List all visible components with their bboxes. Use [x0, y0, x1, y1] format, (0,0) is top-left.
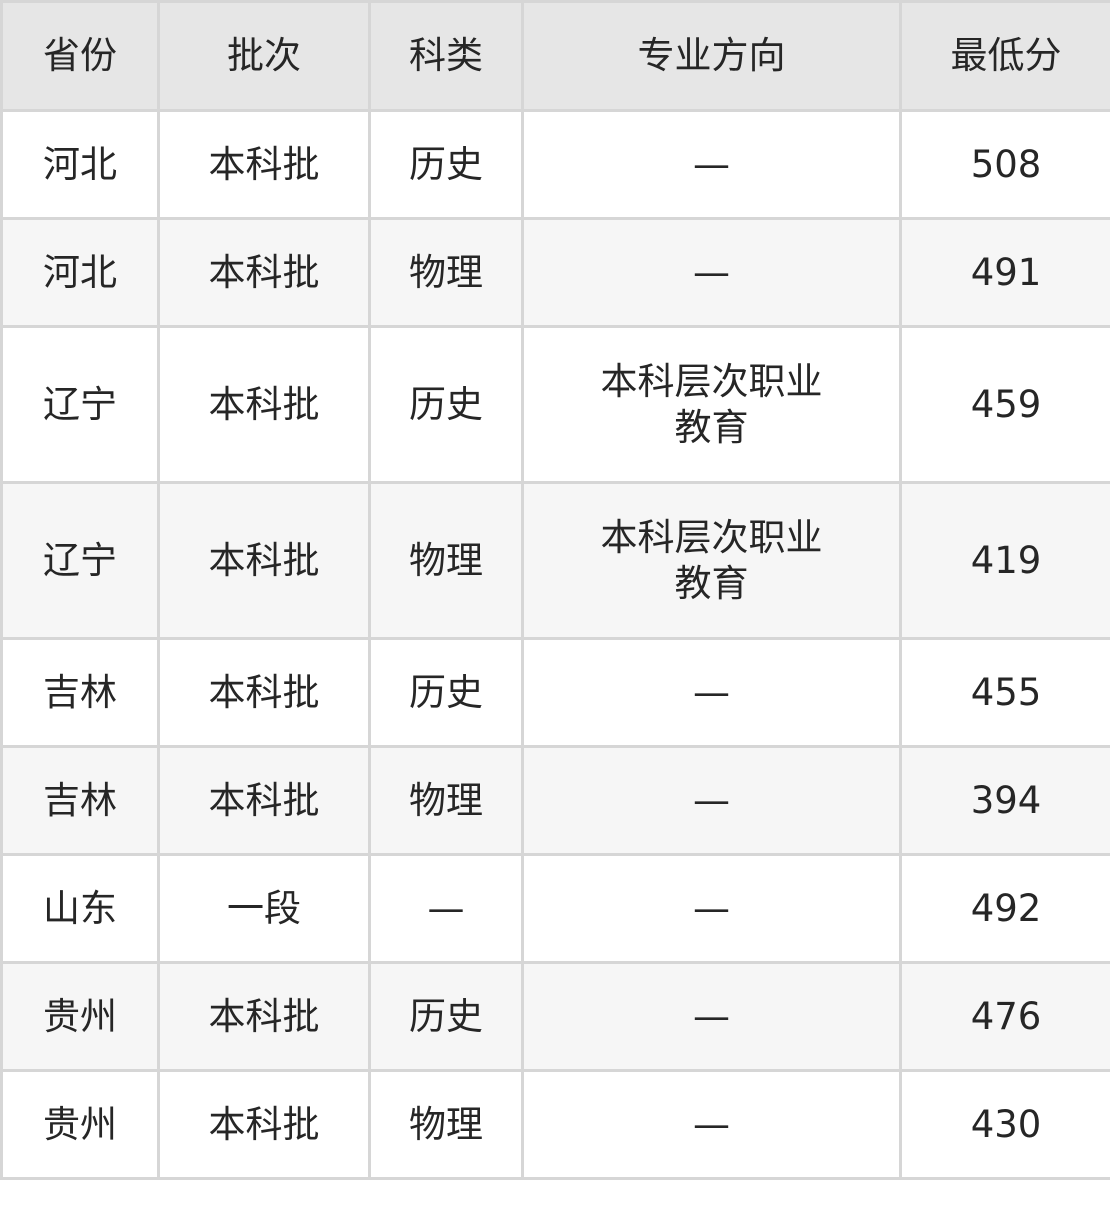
table-row: 吉林 本科批 物理 —394	[0, 745, 1110, 856]
table-cell: —	[368, 853, 524, 964]
admission-scores-table: 省份 批次 科类 专业方向 最低分 河北 本科批 历史 —508 河北 本科批 物理 —491 辽宁 本科…	[0, 0, 1110, 1180]
table-cell: 辽宁	[0, 325, 160, 484]
table-cell: 吉林	[0, 637, 160, 748]
table-cell: 本科批	[157, 481, 371, 640]
table-cell: —	[521, 1069, 902, 1180]
table-cell: 本科批	[157, 325, 371, 484]
table-cell: 物理	[368, 745, 524, 856]
table-cell: 本科批	[157, 109, 371, 220]
table-row: 吉林 本科批 历史 —455	[0, 637, 1110, 748]
table-cell: 物理	[368, 217, 524, 328]
table-cell: —	[521, 853, 902, 964]
table-cell: 历史	[368, 109, 524, 220]
table-row: 山东 一段 — —492	[0, 853, 1110, 964]
table-cell: —	[521, 109, 902, 220]
table-cell: 476	[899, 961, 1110, 1072]
table-row: 河北 本科批 物理 —491	[0, 217, 1110, 328]
table-row: 辽宁 本科批 物理 本科层次职业教育 419	[0, 481, 1110, 640]
table-cell: 历史	[368, 637, 524, 748]
column-header: 省份	[0, 0, 160, 112]
column-header: 专业方向	[521, 0, 902, 112]
table-cell: 山东	[0, 853, 160, 964]
table-cell: —	[521, 961, 902, 1072]
table-cell: —	[521, 637, 902, 748]
table-cell: 本科批	[157, 1069, 371, 1180]
header-row: 省份 批次 科类 专业方向 最低分	[0, 0, 1110, 112]
table-row: 河北 本科批 历史 —508	[0, 109, 1110, 220]
table-cell: 河北	[0, 217, 160, 328]
table-cell: 491	[899, 217, 1110, 328]
table-cell: 394	[899, 745, 1110, 856]
column-header: 最低分	[899, 0, 1110, 112]
table-cell: 贵州	[0, 961, 160, 1072]
table-cell: —	[521, 745, 902, 856]
table-row: 贵州 本科批 历史 —476	[0, 961, 1110, 1072]
table-cell: 本科层次职业教育	[521, 481, 902, 640]
table-cell: 物理	[368, 1069, 524, 1180]
table-cell: 419	[899, 481, 1110, 640]
table-cell: 辽宁	[0, 481, 160, 640]
table-cell: 本科批	[157, 217, 371, 328]
table-cell: 物理	[368, 481, 524, 640]
table-cell: 459	[899, 325, 1110, 484]
table-row: 辽宁 本科批 历史 本科层次职业教育 459	[0, 325, 1110, 484]
table-cell: 455	[899, 637, 1110, 748]
table-cell: 本科层次职业教育	[521, 325, 902, 484]
table-cell: 一段	[157, 853, 371, 964]
table-cell: 吉林	[0, 745, 160, 856]
table-cell: 508	[899, 109, 1110, 220]
table-cell: 贵州	[0, 1069, 160, 1180]
column-header: 科类	[368, 0, 524, 112]
table-cell: 本科批	[157, 745, 371, 856]
column-header: 批次	[157, 0, 371, 112]
table-cell: 430	[899, 1069, 1110, 1180]
table-row: 贵州 本科批 物理 —430	[0, 1069, 1110, 1180]
table-cell: 历史	[368, 325, 524, 484]
table-cell: 本科批	[157, 637, 371, 748]
table-cell: 河北	[0, 109, 160, 220]
table-cell: 本科批	[157, 961, 371, 1072]
table-cell: 历史	[368, 961, 524, 1072]
table-cell: —	[521, 217, 902, 328]
table-cell: 492	[899, 853, 1110, 964]
